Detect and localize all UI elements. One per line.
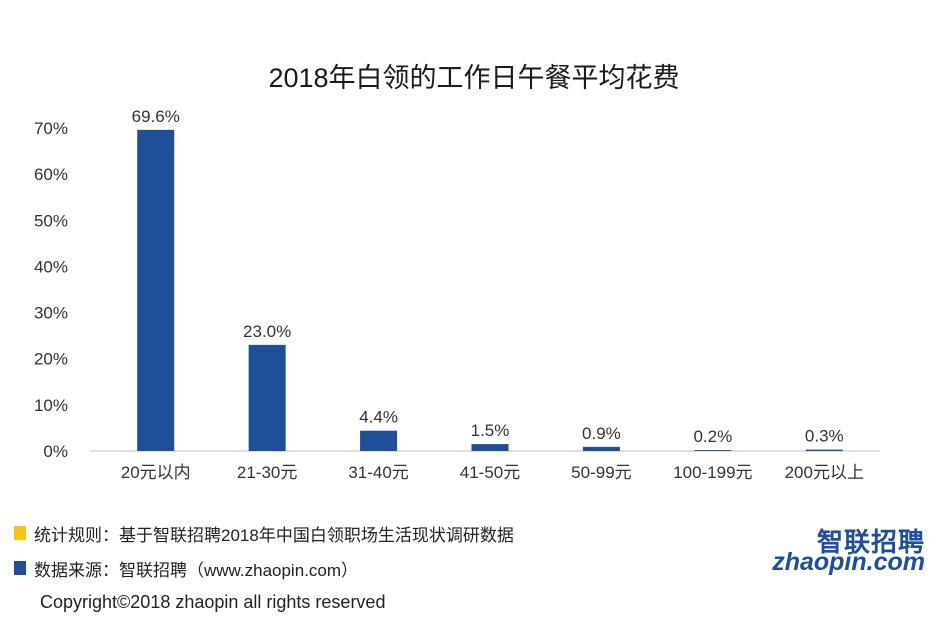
bar bbox=[360, 430, 398, 451]
data-label: 1.5% bbox=[471, 421, 510, 440]
data-label: 4.4% bbox=[359, 408, 398, 427]
data-label: 23.0% bbox=[243, 322, 291, 341]
bar bbox=[137, 129, 175, 452]
x-tick-label: 21-30元 bbox=[237, 463, 297, 482]
bar bbox=[248, 344, 286, 451]
x-tick-label: 50-99元 bbox=[571, 463, 631, 482]
bar bbox=[471, 444, 509, 451]
y-tick-label: 0% bbox=[43, 442, 68, 461]
x-tick-label: 100-199元 bbox=[673, 463, 752, 482]
source-note-text: 数据来源：智联招聘（www.zhaopin.com） bbox=[34, 560, 359, 580]
blue-square-icon bbox=[14, 561, 26, 575]
y-tick-label: 70% bbox=[34, 119, 68, 138]
x-tick-label: 200元以上 bbox=[785, 463, 864, 482]
x-tick-label: 41-50元 bbox=[460, 463, 520, 482]
data-label: 0.9% bbox=[582, 424, 621, 443]
statistics-note: 统计规则：基于智联招聘2018年中国白领职场生活现状调研数据 bbox=[14, 522, 514, 545]
x-tick-label: 31-40元 bbox=[348, 463, 408, 482]
y-tick-label: 10% bbox=[34, 396, 68, 415]
yellow-square-icon bbox=[14, 526, 26, 540]
y-tick-label: 40% bbox=[34, 257, 68, 276]
chart-title: 2018年白领的工作日午餐平均花费 bbox=[268, 63, 680, 93]
y-tick-label: 60% bbox=[34, 165, 68, 184]
y-tick-label: 50% bbox=[34, 211, 68, 230]
copyright-text: Copyright©2018 zhaopin all rights reserv… bbox=[40, 592, 386, 612]
bar bbox=[582, 446, 620, 451]
logo-english-text: zhaopin.com bbox=[772, 548, 925, 576]
data-label: 69.6% bbox=[132, 107, 180, 126]
statistics-note-text: 统计规则：基于智联招聘2018年中国白领职场生活现状调研数据 bbox=[34, 525, 514, 545]
bar-chart: 0% 10% 20% 30% 40% 50% 60% 70% 69.6% 20元以内 23.0% 21… bbox=[34, 107, 880, 482]
source-note: 数据来源：智联招聘（www.zhaopin.com） bbox=[14, 557, 359, 580]
x-tick-label: 20元以内 bbox=[121, 463, 191, 482]
data-label: 0.3% bbox=[805, 427, 844, 446]
bar bbox=[805, 449, 843, 451]
zhaopin-logo: 智联招聘 zhaopin.com bbox=[755, 520, 935, 580]
y-tick-label: 20% bbox=[34, 350, 68, 369]
data-label: 0.2% bbox=[693, 427, 732, 446]
y-tick-label: 30% bbox=[34, 304, 68, 323]
bar bbox=[694, 450, 732, 451]
logo-chinese-text: 智联招聘 bbox=[816, 528, 925, 558]
